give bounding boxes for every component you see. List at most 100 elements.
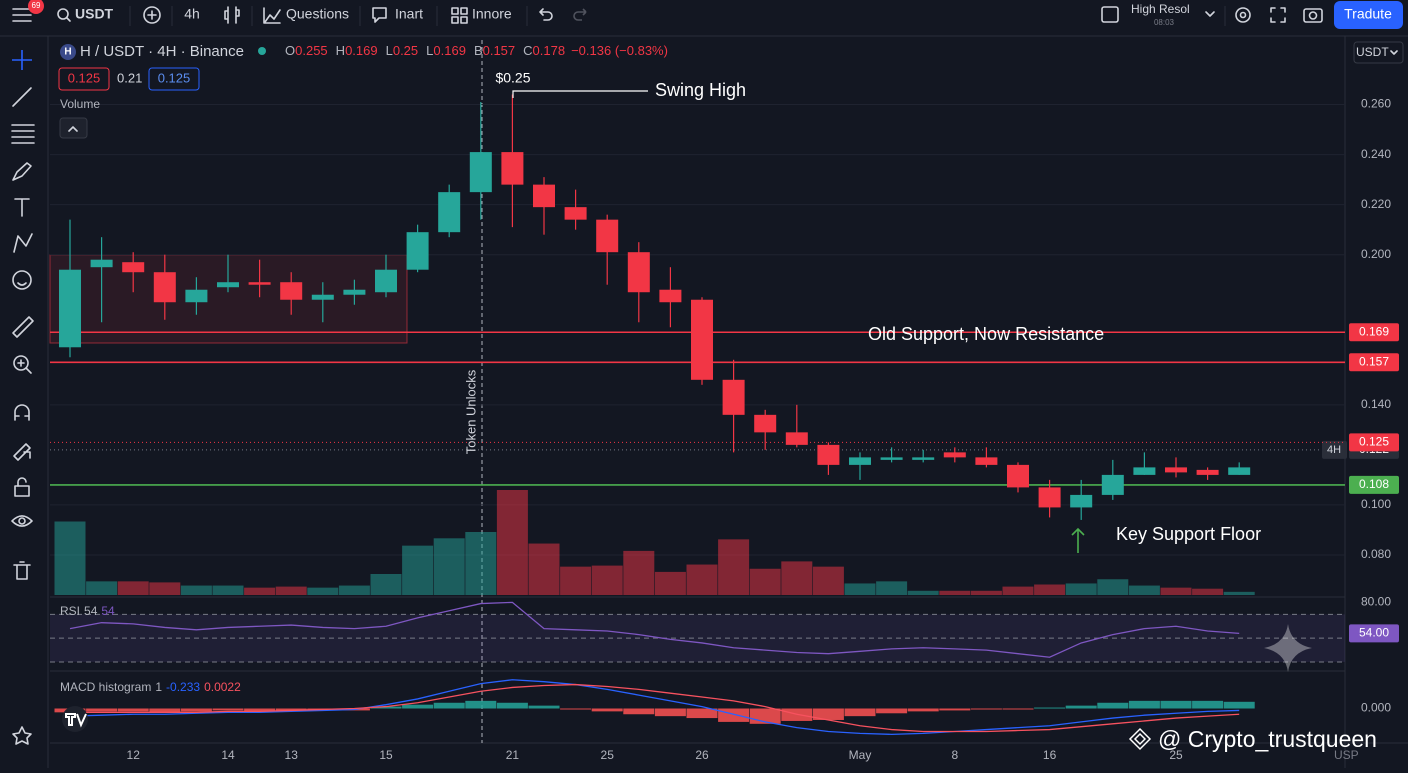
volume-bar	[1160, 587, 1192, 595]
layout-checkbox[interactable]	[1101, 6, 1119, 23]
volume-bar	[1223, 591, 1255, 595]
volume-bar	[307, 587, 339, 595]
price-label: 0.125	[1359, 435, 1389, 449]
candle-body	[469, 152, 492, 193]
fib-tool[interactable]	[11, 124, 35, 144]
volume-bar	[370, 574, 402, 595]
macd-histogram-bar	[180, 708, 212, 712]
event-label: Token Unlocks	[463, 369, 478, 454]
indicators-icon[interactable]	[263, 7, 281, 24]
ohlc-legend: O0.255 H0.169 L0.25 L0.169 B0.157 C0.178 −0.13…	[285, 43, 668, 58]
toolbar-item[interactable]: Questions	[286, 6, 349, 22]
x-tick-label: 13	[285, 748, 299, 762]
layout-name[interactable]: High Resol	[1131, 2, 1190, 16]
fullscreen-icon[interactable]	[1270, 7, 1286, 23]
plot-area: 0.260 0.240 0.220 0.200 0.140 0.100 0.080 0.169…	[50, 70, 1399, 762]
toolbar-item[interactable]: Innore	[472, 6, 512, 22]
trade-button[interactable]	[1334, 1, 1403, 29]
candle-body	[596, 219, 619, 253]
macd-histogram-bar	[496, 702, 528, 709]
x-tick-label: 8	[951, 748, 958, 762]
visibility-tool[interactable]	[11, 515, 33, 527]
candle-body	[1196, 469, 1219, 475]
price-tag: 4H	[1327, 444, 1341, 456]
trendline-tool[interactable]	[12, 87, 32, 107]
candle-body	[1070, 494, 1093, 508]
volume-bar	[591, 565, 623, 595]
candle-body	[564, 207, 587, 220]
volume-bar	[212, 585, 244, 595]
brush-tool[interactable]	[12, 162, 32, 181]
candle-body	[153, 272, 176, 303]
indicator-box	[148, 67, 200, 91]
collapse-icon[interactable]	[68, 126, 78, 132]
emoji-tool[interactable]	[12, 270, 32, 290]
symbol-search[interactable]	[57, 8, 71, 22]
candle-body	[880, 457, 903, 460]
volume-bar	[812, 566, 844, 595]
candle-body	[817, 444, 840, 465]
alert-icon[interactable]	[372, 7, 387, 23]
macd-histogram-bar	[939, 708, 971, 711]
trade-button-label[interactable]: Tradute	[1344, 6, 1392, 22]
redo[interactable]	[573, 8, 587, 21]
ohlc-key: H	[336, 43, 345, 58]
indicator-value: 0.21	[117, 70, 142, 85]
layout-icon[interactable]	[451, 7, 468, 24]
zoom-tool[interactable]	[13, 355, 32, 374]
x-tick-label: 12	[127, 748, 141, 762]
candle-body	[1133, 467, 1156, 475]
volume-bar	[149, 582, 181, 595]
macd-histogram-bar	[907, 708, 939, 712]
currency-chevron[interactable]	[1390, 50, 1398, 55]
support-arrow	[1071, 527, 1085, 553]
candle-body	[1007, 464, 1029, 488]
add-symbol[interactable]	[143, 6, 161, 24]
text-tool[interactable]	[14, 198, 30, 217]
macd-legend-part: 1	[155, 680, 162, 694]
currency[interactable]: USDT	[1356, 45, 1389, 59]
candle-body	[185, 289, 208, 303]
ruler-tool[interactable]	[12, 316, 34, 338]
x-tick-label: 25	[1169, 748, 1183, 762]
menu-button[interactable]	[12, 8, 32, 22]
rsi-line	[69, 601, 1240, 658]
y-tick-label: 0.080	[1361, 547, 1391, 561]
magnet-tool[interactable]	[14, 404, 30, 421]
toolbar-item[interactable]: Inart	[395, 6, 423, 22]
volume-bar	[970, 590, 1002, 595]
annotation: Old Support, Now Resistance	[868, 324, 1104, 344]
currency-dropdown[interactable]	[1353, 41, 1404, 64]
ohlc-key: C	[523, 43, 532, 58]
candle-body	[785, 432, 808, 445]
chart-title: H / USDT · 4H · Binance	[80, 43, 244, 60]
candle-body	[975, 457, 998, 465]
pattern-tool[interactable]	[13, 233, 33, 253]
favorites-tool[interactable]	[12, 726, 32, 745]
macd-histogram-bar	[686, 708, 718, 719]
symbol[interactable]: USDT	[75, 6, 114, 22]
lock-draw-tool[interactable]	[13, 443, 31, 461]
tv-logo	[62, 706, 88, 732]
y-tick-label: 0.220	[1361, 197, 1391, 211]
rsi-legend-part: RSI	[60, 604, 80, 618]
ohlc-key: L	[386, 43, 393, 58]
delete-tool[interactable]	[13, 561, 31, 580]
chart-style[interactable]	[224, 6, 240, 24]
settings-icon[interactable]	[1235, 7, 1251, 23]
interval[interactable]: 4h	[184, 6, 200, 22]
layout-dropdown[interactable]	[1205, 11, 1215, 17]
macd-histogram-bar	[244, 708, 276, 712]
snapshot-icon[interactable]	[1303, 8, 1323, 23]
ohlc-change: −0.136 (−0.83%)	[571, 43, 668, 58]
volume-bar	[496, 490, 528, 595]
price-label-box	[1349, 475, 1399, 494]
x-tick-label: 14	[221, 748, 235, 762]
macd-histogram-bar	[1128, 700, 1160, 709]
lock-tool[interactable]	[14, 477, 30, 497]
crosshair-tool[interactable]	[12, 50, 32, 70]
undo[interactable]	[539, 8, 553, 21]
x-tick-label: May	[849, 748, 872, 762]
macd-histogram-bar	[1002, 708, 1034, 710]
candle-body	[59, 269, 81, 348]
